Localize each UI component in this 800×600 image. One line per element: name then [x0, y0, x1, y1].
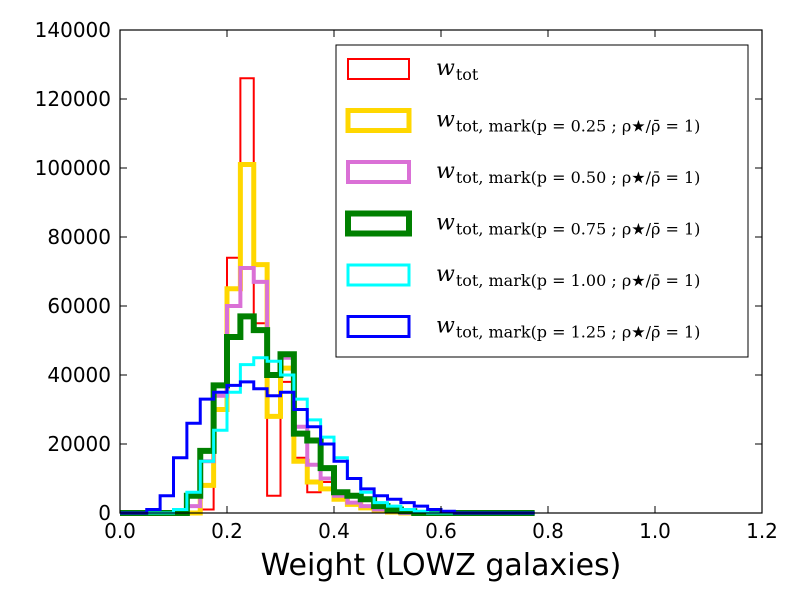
- series-step-5: [120, 356, 535, 515]
- legend-label-1: wtot: [436, 56, 479, 84]
- legend-swatch-5: [346, 263, 411, 287]
- x-tick-label: 1.2: [746, 519, 778, 543]
- y-tick-label: 100000: [35, 156, 111, 180]
- x-tick-label: 0.4: [318, 519, 350, 543]
- y-tick-label: 140000: [35, 18, 111, 42]
- legend-label-2: wtot, mark(p = 0.25 ; ρ★/ρ̄ = 1): [436, 108, 700, 136]
- legend-swatch-4: [345, 210, 412, 237]
- legend-swatch-2: [345, 108, 412, 133]
- x-tick-label: 0.6: [425, 519, 457, 543]
- series-step-6: [120, 380, 535, 515]
- y-tick-label: 40000: [47, 363, 111, 387]
- legend: wtot wtot, mark(p = 0.25 ; ρ★/ρ̄ = 1) wtot…: [335, 44, 749, 358]
- legend-label-4: wtot, mark(p = 0.75 ; ρ★/ρ̄ = 1): [436, 211, 700, 239]
- legend-label-5: wtot, mark(p = 1.00 ; ρ★/ρ̄ = 1): [436, 262, 700, 290]
- x-tick-label: 0.0: [104, 519, 136, 543]
- y-tick-label: 120000: [35, 87, 111, 111]
- x-axis-label: Weight (LOWZ galaxies): [261, 548, 622, 583]
- legend-swatch-1: [347, 58, 410, 80]
- y-tick-label: 20000: [47, 432, 111, 456]
- y-tick-label: 80000: [47, 225, 111, 249]
- x-tick-label: 0.8: [532, 519, 564, 543]
- legend-swatch-6: [346, 315, 411, 338]
- y-tick-label: 60000: [47, 294, 111, 318]
- legend-label-6: wtot, mark(p = 1.25 ; ρ★/ρ̄ = 1): [436, 314, 700, 342]
- legend-label-3: wtot, mark(p = 0.50 ; ρ★/ρ̄ = 1): [436, 159, 700, 187]
- x-tick-label: 0.2: [211, 519, 243, 543]
- axes-layer: 0.0 0.2 0.4 0.6 0.8 1.0 1.2 0 20000 40000 60000 800…: [35, 18, 778, 543]
- x-tick-label: 1.0: [639, 519, 671, 543]
- legend-box: [335, 44, 749, 358]
- legend-swatch-3: [346, 160, 411, 184]
- y-tick-label: 0: [98, 501, 111, 525]
